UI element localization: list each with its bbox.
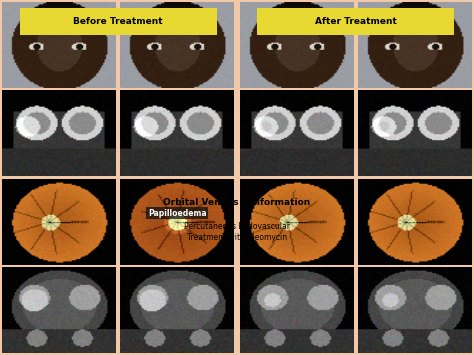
FancyBboxPatch shape (20, 8, 217, 35)
FancyBboxPatch shape (257, 8, 454, 35)
Text: Orbital Venous Malformation: Orbital Venous Malformation (164, 198, 310, 207)
Text: Before Treatment: Before Treatment (73, 17, 163, 26)
Text: Percutaneous Endovascular
Treatment with Bleomycin: Percutaneous Endovascular Treatment with… (184, 222, 290, 242)
Text: After Treatment: After Treatment (315, 17, 397, 26)
Text: Papilloedema: Papilloedema (148, 209, 207, 218)
